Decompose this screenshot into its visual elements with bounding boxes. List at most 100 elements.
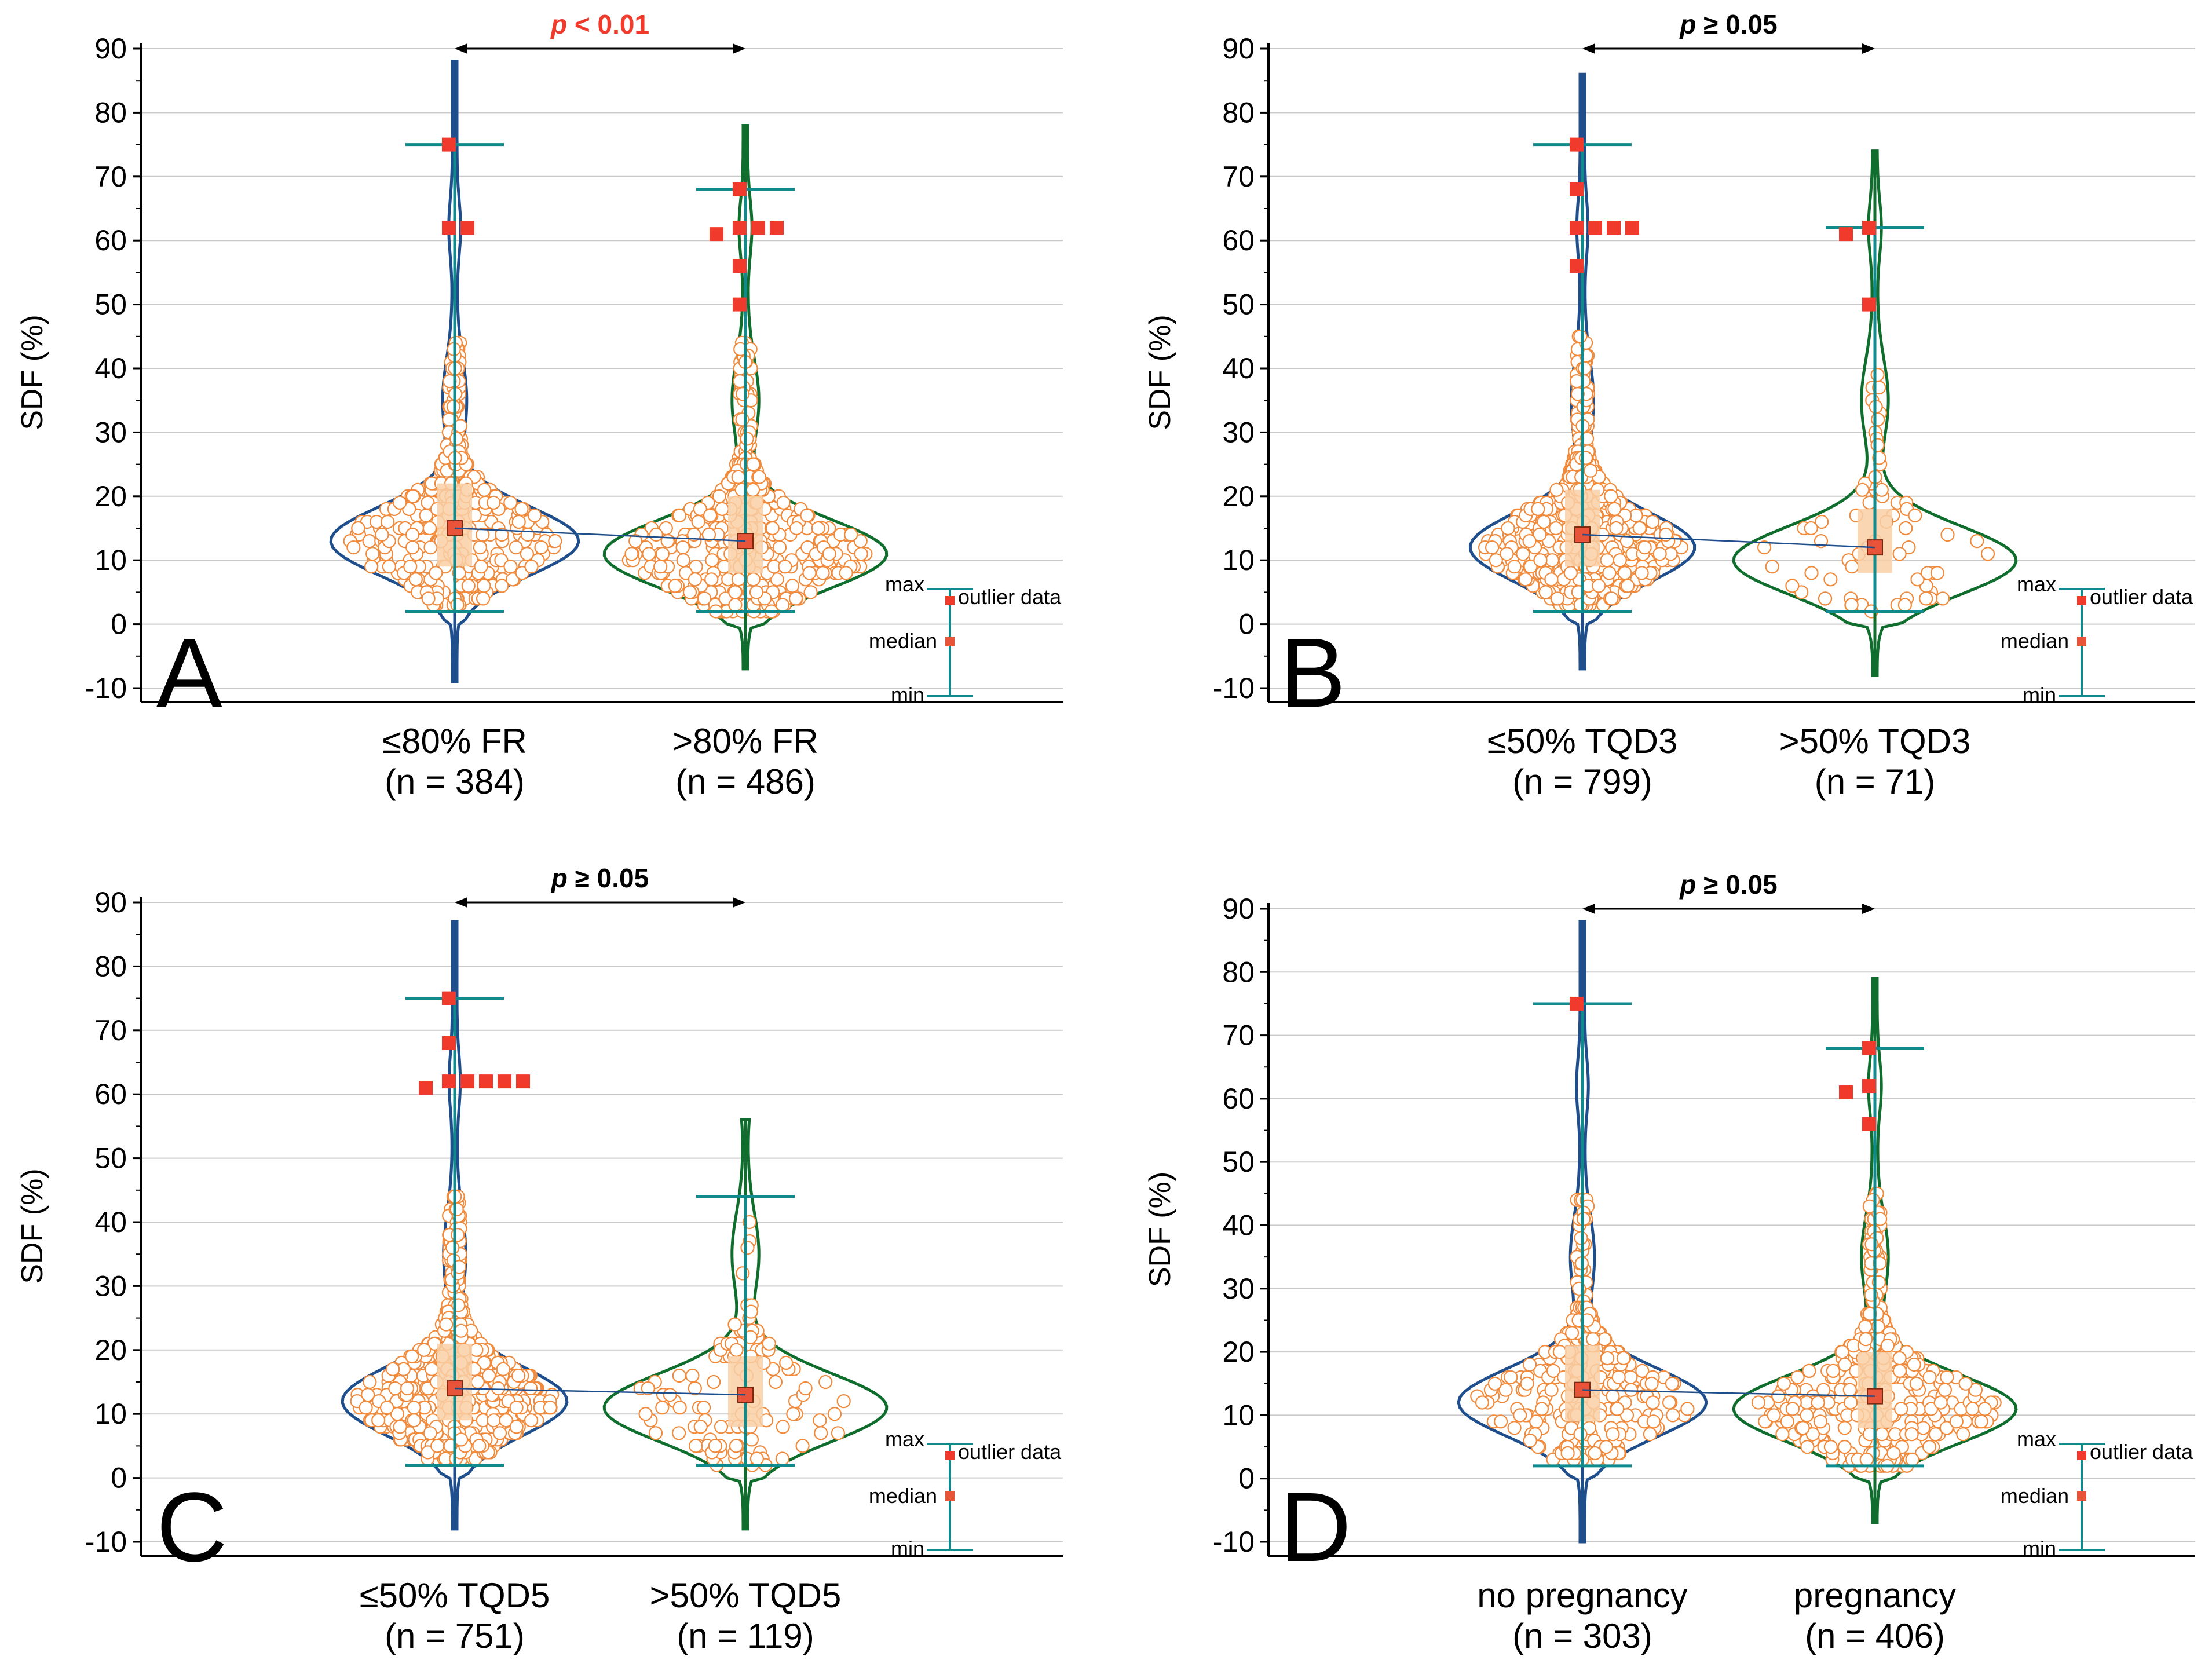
data-point — [1871, 412, 1885, 427]
data-point — [1897, 598, 1912, 612]
data-point — [693, 502, 708, 517]
data-point — [696, 1401, 711, 1415]
y-tick-label: 90 — [1222, 893, 1255, 925]
y-tick-label: 30 — [94, 1270, 127, 1302]
data-point — [524, 1413, 539, 1428]
data-point — [439, 1317, 454, 1332]
data-point — [697, 591, 712, 606]
outlier-marker — [1607, 221, 1621, 235]
data-point — [778, 560, 792, 574]
data-point — [543, 1401, 558, 1415]
outlier-marker — [770, 221, 784, 235]
category-label: >50% TQD3 — [1779, 722, 1971, 760]
data-point — [779, 1355, 794, 1370]
group-1 — [1468, 72, 1697, 671]
y-tick-label: 70 — [94, 160, 127, 193]
arrowhead-left — [455, 897, 467, 908]
y-tick-label: 90 — [94, 886, 127, 919]
data-point — [1520, 1376, 1534, 1391]
category-n-label: (n = 303) — [1512, 1617, 1652, 1655]
data-point — [1544, 1383, 1559, 1397]
data-point — [1780, 1414, 1794, 1429]
data-point — [1965, 1402, 1980, 1416]
outlier-marker — [1625, 221, 1639, 235]
data-point — [728, 598, 743, 612]
data-point — [407, 1401, 421, 1415]
data-point — [1949, 1414, 1964, 1429]
data-point — [1922, 1370, 1937, 1384]
data-point — [408, 572, 423, 587]
data-point — [813, 1413, 827, 1428]
data-point — [393, 1420, 407, 1434]
data-point — [1818, 591, 1833, 606]
legend-max-label: max — [885, 572, 924, 596]
data-point — [1624, 1370, 1638, 1384]
legend: max median min outlier data — [2001, 572, 2193, 707]
data-point — [1804, 566, 1819, 580]
data-point — [472, 1439, 487, 1453]
p-value-italic: p — [550, 9, 567, 39]
data-point — [788, 591, 803, 606]
arrowhead-left — [455, 43, 467, 54]
category-n-label: (n = 384) — [385, 762, 525, 801]
data-point — [1776, 1376, 1791, 1391]
y-tick-label: 50 — [1222, 1146, 1255, 1178]
y-tick-label: 20 — [94, 480, 127, 513]
data-point — [417, 1343, 432, 1357]
data-point — [728, 585, 743, 599]
data-point — [1970, 533, 1984, 549]
data-point — [1645, 514, 1660, 529]
data-point — [822, 547, 836, 561]
data-point — [701, 527, 716, 542]
data-point — [1507, 1421, 1522, 1435]
arrowhead-right — [1862, 904, 1875, 914]
data-point — [381, 514, 395, 529]
data-point — [768, 1374, 783, 1390]
data-point — [1905, 1452, 1919, 1467]
y-tick-label: -10 — [1213, 672, 1255, 704]
arrowhead-right — [1862, 43, 1875, 54]
data-point — [688, 572, 703, 587]
data-point — [1518, 572, 1533, 587]
data-point — [745, 482, 761, 497]
data-point — [1588, 1446, 1602, 1461]
data-point — [736, 1266, 750, 1281]
legend-median-marker — [945, 1491, 955, 1501]
legend-outlier-marker — [2077, 596, 2086, 605]
data-point — [772, 540, 787, 555]
data-point — [363, 1374, 377, 1390]
data-point — [776, 495, 791, 510]
outlier-marker — [419, 1081, 433, 1095]
legend-outlier-marker — [945, 596, 955, 605]
data-point — [495, 579, 509, 593]
group-1 — [1457, 920, 1708, 1544]
data-point — [765, 521, 780, 536]
data-point — [1823, 572, 1838, 587]
data-point — [708, 1439, 722, 1453]
data-point — [1513, 1408, 1527, 1423]
data-point — [487, 495, 501, 510]
outlier-marker — [1570, 182, 1584, 196]
data-point — [1516, 547, 1530, 561]
data-point — [454, 1432, 469, 1447]
data-point — [1500, 547, 1514, 561]
data-point — [449, 432, 464, 446]
data-point — [1842, 1383, 1857, 1397]
data-point — [1538, 585, 1553, 599]
data-point — [375, 527, 389, 542]
data-point — [496, 1362, 510, 1376]
data-point — [624, 547, 639, 561]
y-axis-title: SDF (%) — [1143, 1172, 1177, 1287]
data-point — [1644, 1376, 1659, 1391]
data-point — [1563, 566, 1578, 580]
data-point — [798, 1381, 813, 1396]
data-point — [1907, 1357, 1921, 1372]
data-point — [548, 533, 562, 549]
data-point — [1533, 553, 1548, 568]
data-point — [1606, 1389, 1620, 1403]
data-point — [1974, 1414, 1988, 1429]
data-point — [1523, 1434, 1537, 1448]
data-point — [1652, 547, 1667, 561]
data-point — [492, 1426, 507, 1440]
